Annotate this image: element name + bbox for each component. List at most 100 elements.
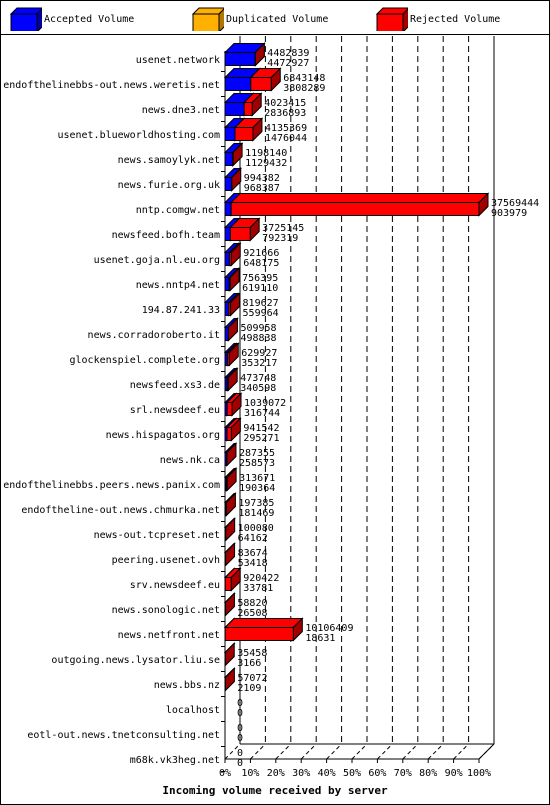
total-value-label: 197385 [238, 498, 274, 509]
total-value-label: 994382 [244, 173, 280, 184]
bar-rejected-front [234, 127, 254, 141]
bar-accepted-front [224, 77, 252, 91]
floor-grid-diagonal [224, 743, 241, 760]
server-label: localhost [166, 705, 220, 716]
server-label: news.sonologic.net [112, 605, 220, 616]
accepted-value-label: 1129432 [245, 158, 287, 169]
bar-rejected-front [228, 252, 232, 266]
accepted-value-label: 190364 [239, 483, 275, 494]
total-value-label: 4023415 [264, 98, 306, 109]
bar-rejected-front [228, 302, 232, 316]
bar-rejected [226, 342, 240, 367]
bar-rejected-front [229, 227, 251, 241]
bar-rejected [224, 517, 236, 542]
accepted-value-label: 903979 [491, 208, 527, 219]
bar-rejected-side [224, 642, 235, 667]
x-tick-label: 30% [292, 768, 310, 779]
total-value-label: 629927 [241, 348, 277, 359]
server-label: news-out.tcpreset.net [94, 530, 220, 541]
x-tick-label: 40% [318, 768, 336, 779]
accepted-value-label: 3166 [237, 658, 261, 669]
total-value-label: 313671 [239, 473, 275, 484]
server-label: news.hispagatos.org [106, 430, 220, 441]
total-value-label: 37569444 [491, 198, 539, 209]
bar-accepted-front [224, 177, 233, 191]
server-label: usenet.network [136, 55, 220, 66]
accepted-value-label: 792319 [262, 233, 298, 244]
accepted-value-label: 3808289 [283, 83, 325, 94]
bar-rejected [225, 467, 238, 492]
server-label: usenet.blueworldhosting.com [57, 130, 220, 141]
server-label: endofthelinebbs-out.news.weretis.net [3, 80, 220, 91]
floor-grid-diagonal [351, 743, 368, 760]
accepted-value-label: 353217 [241, 358, 277, 369]
floor-grid-diagonal [326, 743, 342, 760]
bar-rejected-front [224, 627, 294, 641]
bar-rejected [226, 367, 239, 392]
bar-accepted-front [224, 152, 234, 166]
bar-rejected [229, 192, 490, 217]
server-label: news.nntp4.net [136, 280, 220, 291]
bar-rejected [254, 42, 266, 67]
server-label: endofthelinebbs.peers.news.panix.com [3, 480, 220, 491]
bar-rejected-side [224, 667, 235, 692]
bar-rejected [242, 92, 263, 117]
legend-accepted-label: Accepted Volume [44, 14, 135, 25]
total-value-label: 819627 [243, 298, 279, 309]
bar-rejected-front [230, 202, 480, 216]
accepted-value-label: 33781 [243, 583, 273, 594]
x-axis-title: Incoming volume received by server [162, 784, 388, 797]
server-label: glockenspiel.complete.org [69, 355, 220, 366]
x-tick-label: 80% [419, 768, 437, 779]
server-label: news.bbs.nz [154, 680, 220, 691]
bar-rejected-top [223, 618, 304, 628]
accepted-value-label: 181469 [238, 508, 274, 519]
legend-rejected-swatch [375, 7, 408, 31]
x-tick-label: 100% [467, 768, 491, 779]
legend-rejected-label: Rejected Volume [410, 14, 501, 25]
total-value-label: 4135369 [265, 123, 307, 134]
x-tick-label: 20% [267, 768, 285, 779]
bar-rejected [225, 417, 242, 442]
total-value-label: 0 [237, 723, 243, 734]
floor-grid-diagonal [300, 743, 317, 760]
accepted-value-label: 0 [237, 733, 243, 744]
bar-accepted-front [224, 302, 230, 316]
bar-rejected [233, 117, 264, 142]
x-tick-label: 90% [445, 768, 463, 779]
accepted-value-label: 18631 [305, 633, 335, 644]
bar-rejected-front [224, 577, 232, 591]
bar-rejected [224, 542, 236, 567]
bar-rejected [231, 142, 244, 167]
server-label: newsfeed.xs3.de [130, 380, 220, 391]
server-label: peering.usenet.ovh [112, 555, 220, 566]
accepted-value-label: 26508 [237, 608, 267, 619]
x-tick-label: 60% [368, 768, 386, 779]
total-value-label: 920422 [243, 573, 279, 584]
accepted-value-label: 53418 [238, 558, 268, 569]
bar-rejected [223, 592, 236, 617]
bar-accepted-front [224, 202, 232, 216]
floor-grid-diagonal [402, 743, 419, 760]
floor-grid-diagonal [377, 743, 393, 760]
x-tick-label: 0% [219, 768, 231, 779]
accepted-value-label: 0 [237, 758, 243, 769]
bar-rejected [223, 667, 236, 692]
total-value-label: 6843148 [283, 73, 325, 84]
total-value-label: 921666 [243, 248, 279, 259]
total-value-label: 473748 [240, 373, 276, 384]
server-label: news.netfront.net [118, 630, 220, 641]
server-label: srv.newsdeef.eu [130, 580, 220, 591]
bar-accepted-front [224, 277, 230, 291]
accepted-value-label: 64162 [238, 533, 268, 544]
server-label: news.dne3.net [142, 105, 220, 116]
bar-rejected-front [243, 102, 253, 116]
accepted-value-label: 4472927 [267, 58, 309, 69]
bar-rejected [225, 442, 238, 467]
total-value-label: 10106409 [305, 623, 353, 634]
accepted-value-label: 968387 [244, 183, 280, 194]
bar-rejected [228, 242, 242, 267]
bar-rejected [227, 292, 241, 317]
bar-rejected-front [226, 377, 229, 391]
